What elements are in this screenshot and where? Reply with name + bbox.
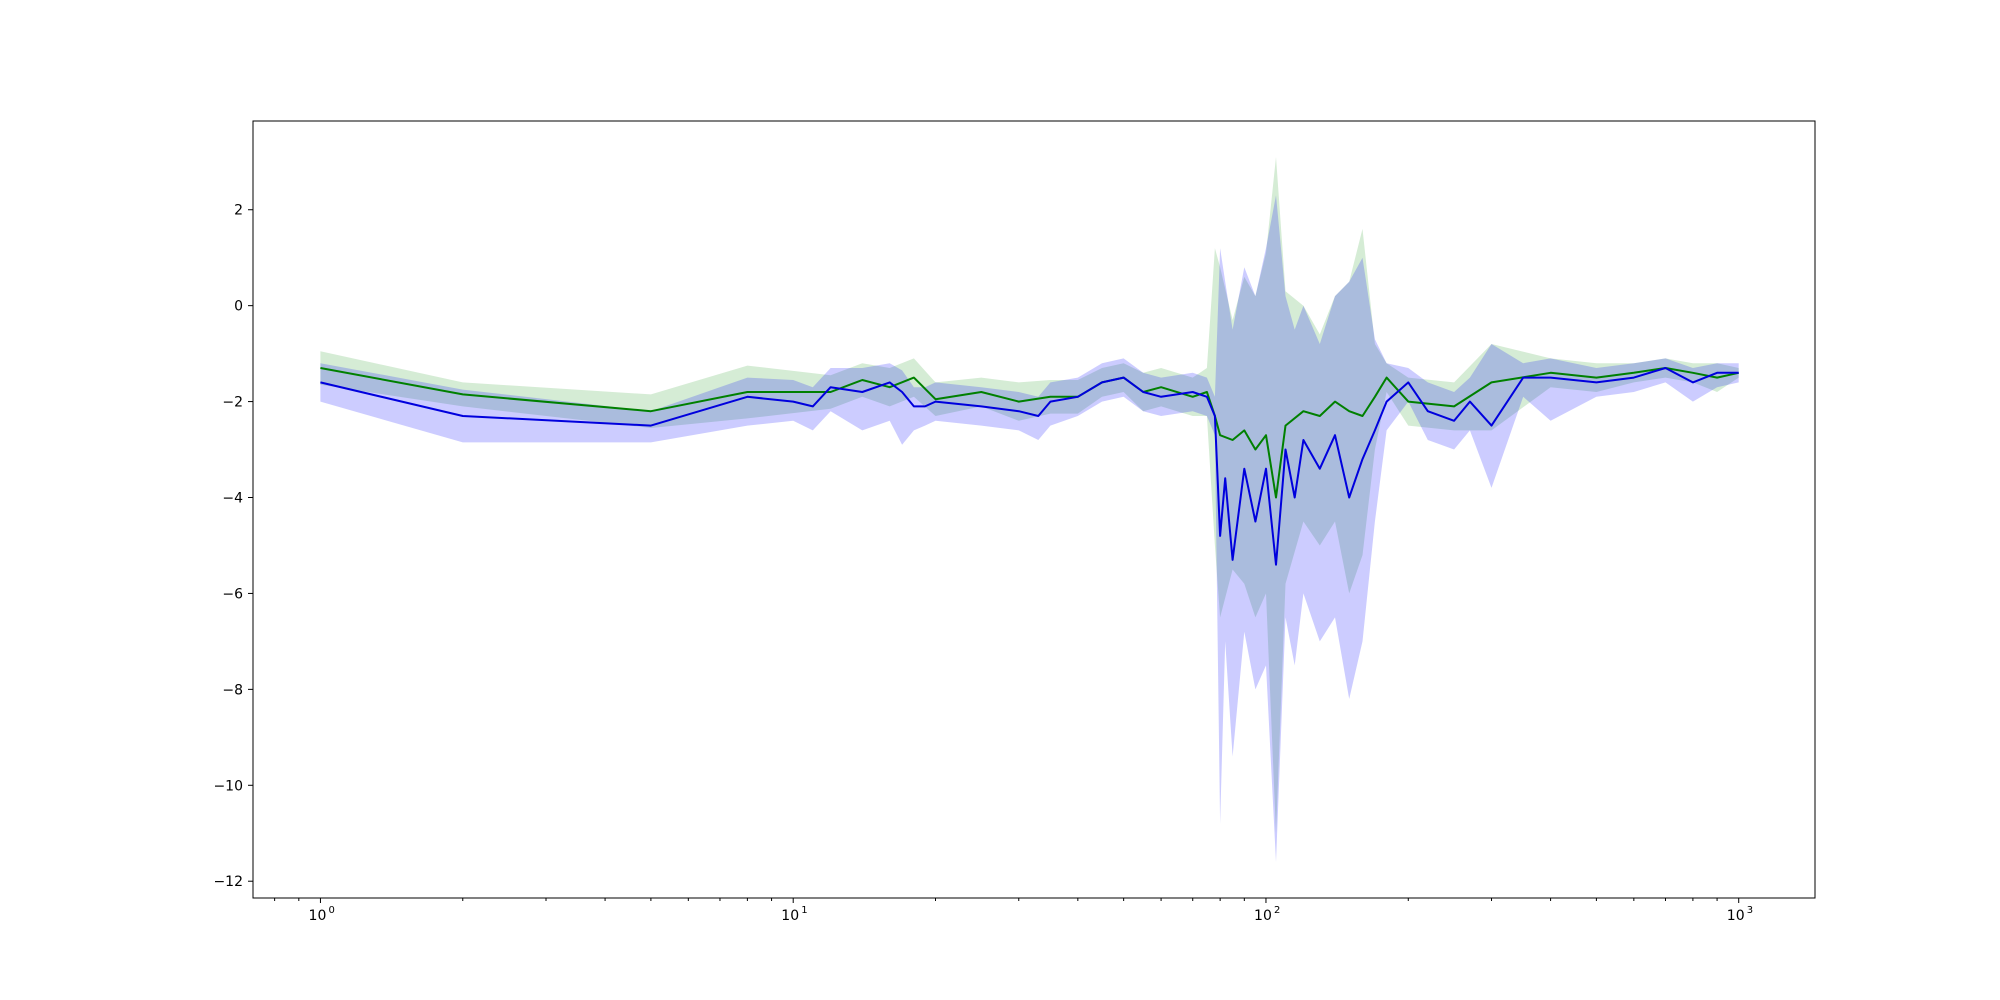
y-tick-label: −6: [222, 586, 243, 602]
x-tick-label: 10: [781, 908, 799, 924]
x-tick-label: 10: [1727, 908, 1745, 924]
confidence-bands: [320, 157, 1739, 863]
series-lines: [320, 367, 1739, 566]
y-tick-label: 0: [234, 299, 243, 315]
y-tick-label: −4: [222, 491, 243, 507]
x-tick-label-exponent: 0: [328, 905, 334, 916]
x-tick-label: 10: [309, 908, 327, 924]
series-2-line: [320, 367, 1739, 566]
y-tick-label: −8: [222, 682, 243, 698]
y-tick-label: −2: [222, 395, 243, 411]
y-tick-label: −12: [213, 874, 243, 890]
x-tick-label-exponent: 1: [801, 905, 807, 916]
x-tick-label: 10: [1254, 908, 1272, 924]
x-axis-ticks: 10 0 10 1 10 2 10 3: [274, 898, 1753, 924]
y-tick-label: −10: [213, 778, 243, 794]
plot-frame: [252, 120, 1816, 899]
series-2-band: [320, 195, 1739, 863]
series-1-line: [320, 367, 1739, 499]
x-tick-label-exponent: 2: [1274, 905, 1280, 916]
y-tick-label: 2: [234, 203, 243, 219]
y-axis-ticks: 2 0 −2 −4 −6 −8 −10 −12: [213, 203, 253, 890]
x-tick-label-exponent: 3: [1747, 905, 1753, 916]
